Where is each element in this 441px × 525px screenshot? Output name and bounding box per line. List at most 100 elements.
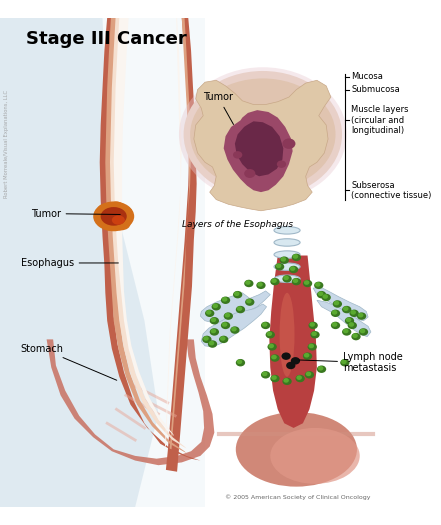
Ellipse shape [265, 331, 275, 339]
Ellipse shape [256, 281, 265, 289]
Ellipse shape [230, 327, 239, 334]
Ellipse shape [359, 328, 368, 335]
Ellipse shape [280, 256, 289, 264]
Text: Stomach: Stomach [20, 344, 117, 380]
Ellipse shape [291, 357, 300, 364]
Text: Layers of the Esophagus: Layers of the Esophagus [182, 220, 293, 229]
Ellipse shape [224, 313, 230, 318]
Polygon shape [0, 18, 205, 507]
Ellipse shape [293, 254, 298, 259]
Ellipse shape [101, 207, 127, 226]
Ellipse shape [345, 317, 354, 324]
Ellipse shape [283, 276, 289, 280]
Ellipse shape [270, 375, 280, 382]
Ellipse shape [289, 266, 298, 273]
Ellipse shape [245, 298, 254, 306]
Ellipse shape [332, 310, 337, 314]
Ellipse shape [271, 278, 277, 283]
Ellipse shape [93, 202, 134, 232]
Ellipse shape [286, 362, 295, 369]
Text: Muscle layers
(circular and
longitudinal): Muscle layers (circular and longitudinal… [351, 106, 409, 135]
Ellipse shape [357, 312, 366, 320]
Text: Robert Morreale/Visual Explanations, LLC: Robert Morreale/Visual Explanations, LLC [4, 90, 9, 198]
Ellipse shape [211, 329, 216, 333]
Ellipse shape [303, 280, 312, 287]
Ellipse shape [304, 280, 310, 285]
Ellipse shape [305, 371, 314, 379]
Ellipse shape [209, 341, 214, 345]
Ellipse shape [318, 366, 323, 371]
Ellipse shape [236, 412, 357, 487]
Ellipse shape [236, 306, 245, 313]
Ellipse shape [331, 310, 340, 317]
Ellipse shape [261, 371, 270, 379]
Ellipse shape [205, 310, 214, 317]
Ellipse shape [306, 372, 311, 376]
Polygon shape [269, 256, 317, 428]
Ellipse shape [346, 318, 351, 322]
Ellipse shape [222, 322, 228, 327]
Ellipse shape [348, 322, 354, 327]
Ellipse shape [179, 67, 347, 202]
Ellipse shape [317, 365, 326, 373]
Ellipse shape [271, 355, 277, 360]
Ellipse shape [202, 335, 212, 343]
Ellipse shape [293, 278, 298, 283]
Polygon shape [170, 18, 191, 449]
Ellipse shape [270, 278, 280, 285]
Polygon shape [224, 110, 293, 192]
Ellipse shape [274, 251, 300, 258]
Text: © 2005 American Society of Clinical Oncology: © 2005 American Society of Clinical Onco… [225, 494, 371, 500]
Ellipse shape [274, 275, 300, 282]
Ellipse shape [275, 263, 284, 270]
Ellipse shape [310, 322, 315, 327]
Ellipse shape [309, 343, 314, 348]
Ellipse shape [317, 291, 326, 298]
Ellipse shape [271, 375, 277, 380]
Ellipse shape [290, 266, 295, 271]
Text: Lymph node
metastasis: Lymph node metastasis [299, 352, 403, 373]
Ellipse shape [270, 428, 360, 484]
Ellipse shape [211, 318, 216, 322]
Ellipse shape [314, 281, 323, 289]
Ellipse shape [343, 306, 348, 311]
Ellipse shape [244, 169, 255, 178]
Ellipse shape [350, 310, 359, 317]
Ellipse shape [331, 322, 340, 329]
Ellipse shape [309, 322, 318, 329]
Text: Submucosa: Submucosa [351, 85, 400, 94]
Ellipse shape [234, 291, 239, 296]
Ellipse shape [245, 280, 250, 285]
Ellipse shape [203, 336, 209, 341]
Polygon shape [110, 18, 187, 448]
Ellipse shape [282, 275, 292, 282]
Ellipse shape [219, 335, 228, 343]
Polygon shape [317, 300, 371, 337]
Polygon shape [200, 291, 270, 323]
Ellipse shape [352, 333, 358, 338]
Ellipse shape [208, 340, 217, 348]
Ellipse shape [282, 377, 292, 385]
Ellipse shape [221, 322, 230, 329]
Ellipse shape [222, 297, 228, 302]
Ellipse shape [112, 217, 131, 230]
Ellipse shape [311, 331, 317, 336]
Ellipse shape [295, 375, 305, 382]
Polygon shape [0, 18, 158, 507]
Ellipse shape [276, 264, 281, 268]
Polygon shape [165, 18, 182, 447]
Ellipse shape [183, 71, 342, 198]
Ellipse shape [112, 215, 125, 225]
Ellipse shape [261, 322, 270, 329]
Polygon shape [313, 287, 368, 321]
Ellipse shape [270, 354, 280, 362]
Ellipse shape [233, 291, 242, 298]
Ellipse shape [231, 327, 237, 331]
Ellipse shape [282, 139, 295, 149]
Ellipse shape [274, 227, 300, 234]
Ellipse shape [281, 352, 291, 360]
Ellipse shape [257, 282, 263, 287]
Ellipse shape [351, 310, 356, 314]
Ellipse shape [318, 291, 323, 296]
Text: Tumor: Tumor [203, 92, 233, 124]
